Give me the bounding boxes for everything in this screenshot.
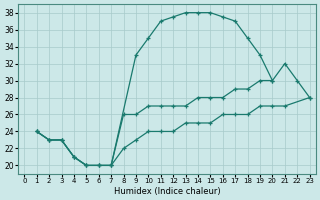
X-axis label: Humidex (Indice chaleur): Humidex (Indice chaleur) bbox=[114, 187, 220, 196]
